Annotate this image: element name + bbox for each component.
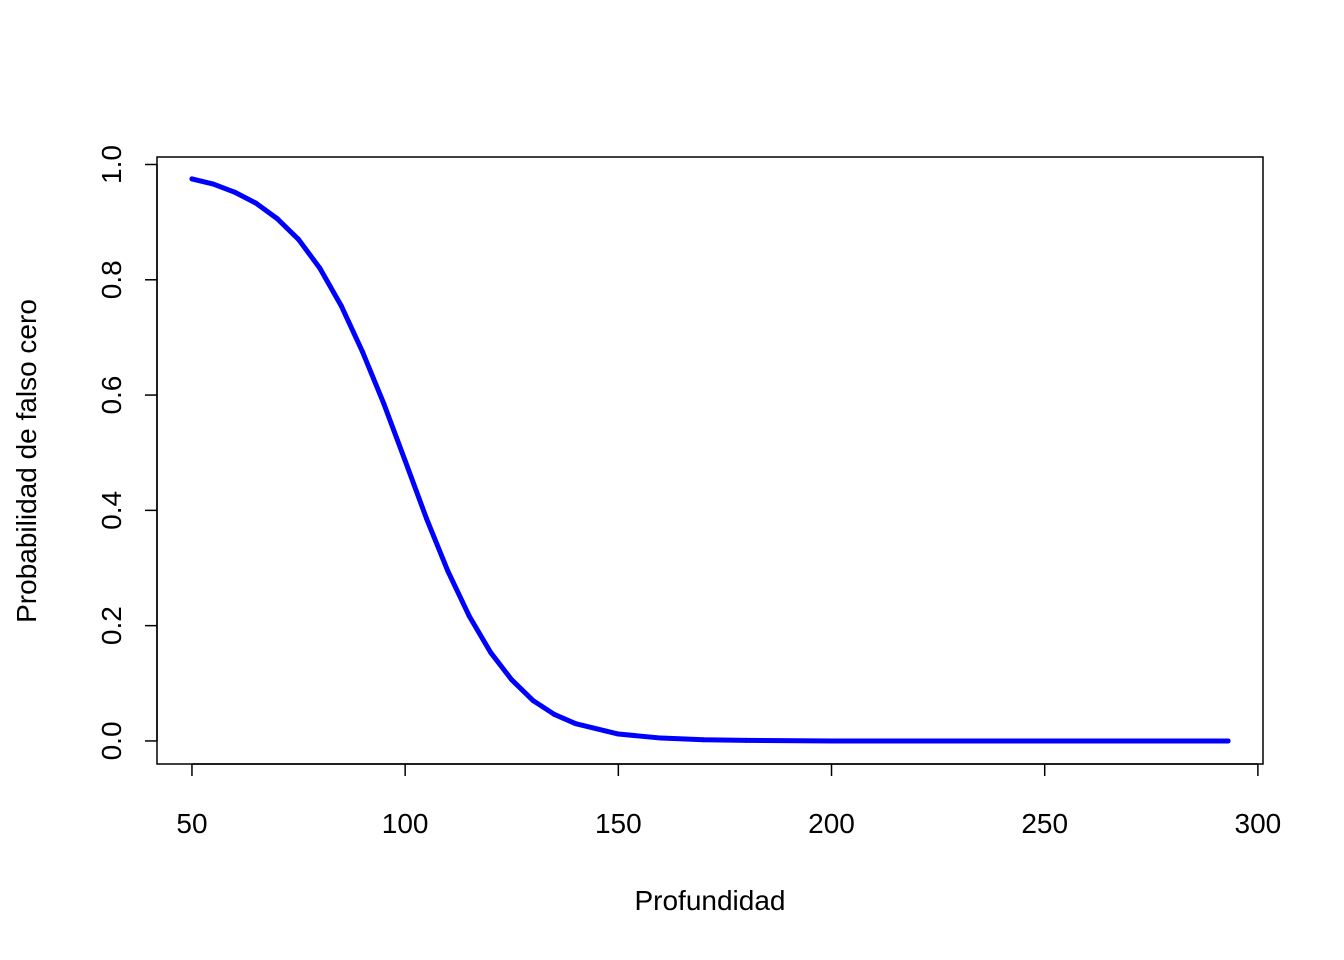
data-point — [551, 711, 557, 717]
y-tick-label: 0.2 — [96, 606, 127, 645]
x-axis: 50 100 150 200 250 300 — [176, 763, 1282, 839]
x-tick-label: 150 — [595, 808, 642, 839]
data-point — [360, 349, 366, 355]
data-point — [317, 265, 323, 271]
y-tick-label: 1.0 — [96, 145, 127, 184]
data-point — [423, 515, 429, 521]
y-axis: 0.0 0.2 0.4 0.6 0.8 1.0 — [96, 145, 158, 760]
y-tick-label: 0.6 — [96, 376, 127, 415]
data-point — [466, 613, 472, 619]
data-point — [189, 176, 195, 182]
data-point — [530, 698, 536, 704]
x-tick-label: 100 — [382, 808, 429, 839]
y-axis-title: Probabilidad de falso cero — [11, 299, 42, 623]
series-points — [189, 176, 1231, 744]
x-axis-title: Profundidad — [634, 885, 785, 916]
series-line — [189, 176, 1231, 744]
y-tick-label: 0.0 — [96, 721, 127, 760]
data-point — [232, 189, 238, 195]
x-tick-label: 200 — [808, 808, 855, 839]
data-point — [509, 677, 515, 683]
x-tick-label: 300 — [1235, 808, 1282, 839]
data-point — [914, 738, 920, 744]
data-point — [402, 458, 408, 464]
data-point — [573, 721, 579, 727]
data-point — [381, 401, 387, 407]
data-point — [1084, 738, 1090, 744]
plot-frame — [156, 156, 1264, 765]
data-point — [445, 568, 451, 574]
data-point — [743, 737, 749, 743]
data-point — [1170, 738, 1176, 744]
data-point — [487, 649, 493, 655]
y-tick-label: 0.4 — [96, 491, 127, 530]
data-point — [829, 738, 835, 744]
data-point — [274, 216, 280, 222]
data-point — [999, 738, 1005, 744]
x-tick-label: 250 — [1021, 808, 1068, 839]
data-point — [296, 236, 302, 242]
data-point — [338, 303, 344, 309]
data-point — [210, 181, 216, 187]
data-point — [658, 735, 664, 741]
data-point — [701, 737, 707, 743]
data-point — [253, 200, 259, 206]
y-tick-label: 0.8 — [96, 260, 127, 299]
x-tick-label: 50 — [176, 808, 207, 839]
data-point — [615, 731, 621, 737]
data-point — [1225, 738, 1231, 744]
